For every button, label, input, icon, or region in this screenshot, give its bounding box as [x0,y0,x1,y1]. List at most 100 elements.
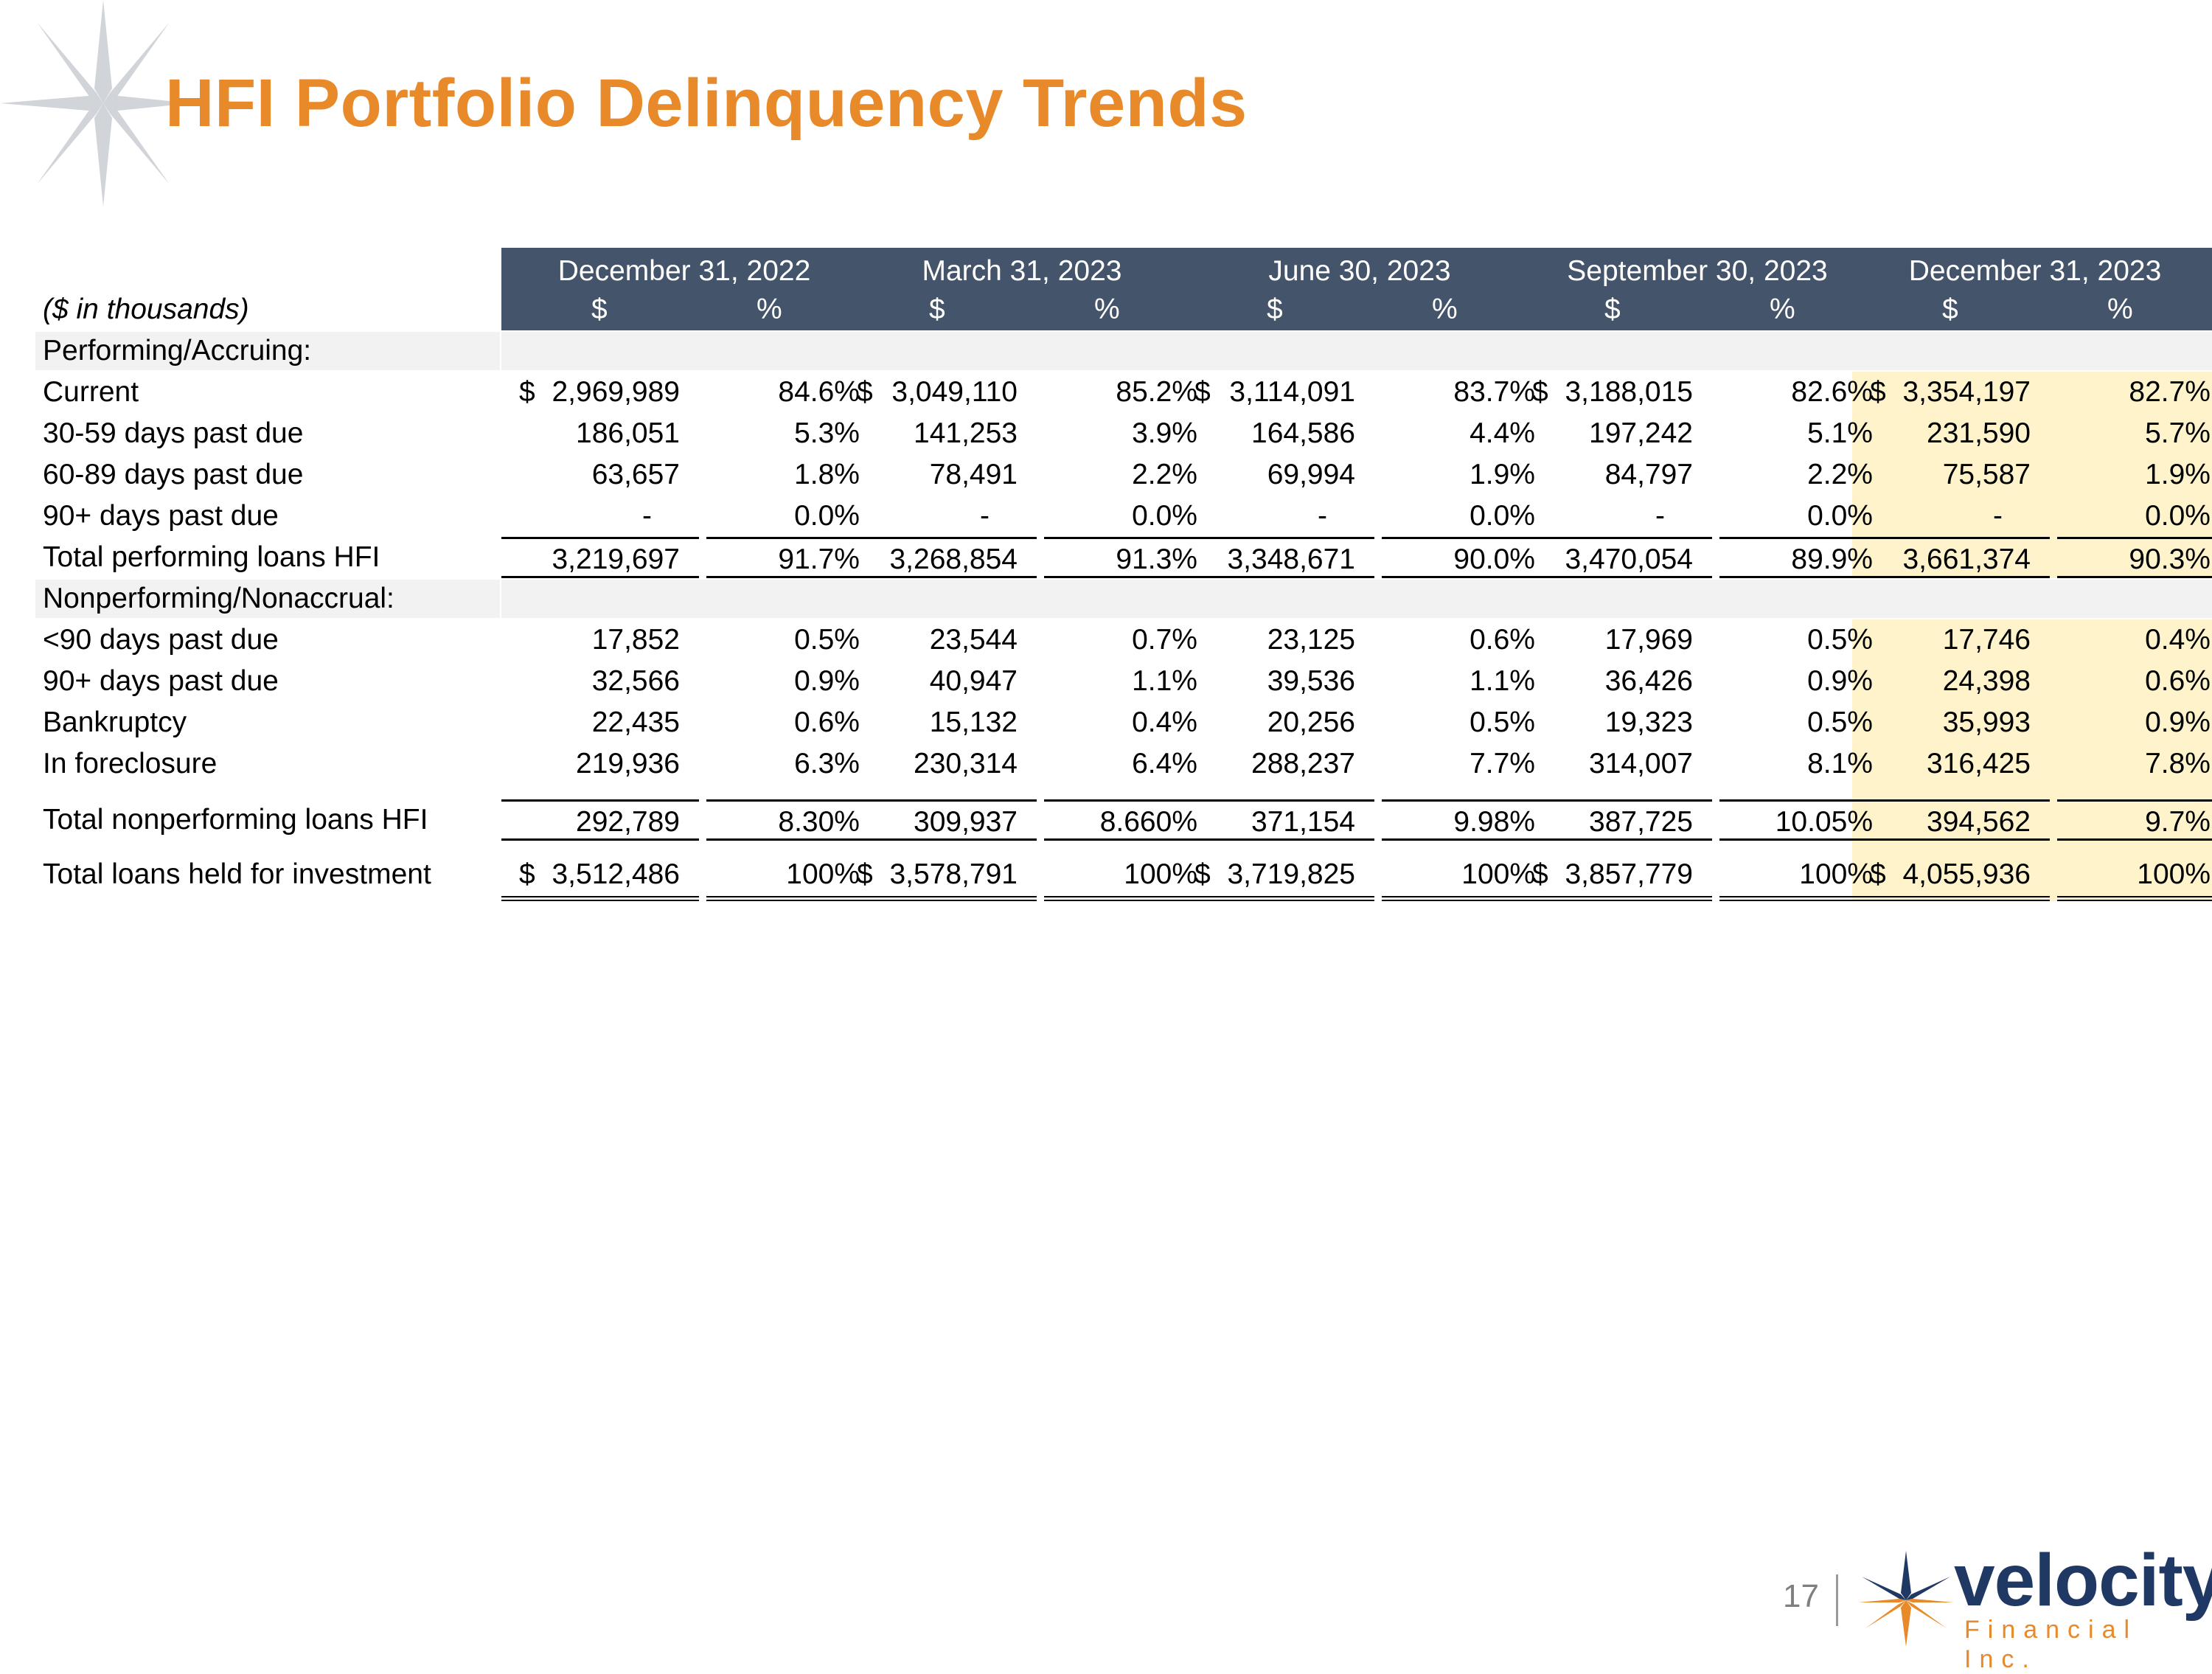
section-row: Nonperforming/Nonaccrual: [35,578,2212,619]
dollar-cell: $3,188,015 [1532,376,1693,408]
period-header: March 31, 2023 $ % [839,248,1205,330]
delinquency-table: ($ in thousands) December 31, 2022 $ % M… [35,248,2212,901]
period-date: December 31, 2022 [557,255,811,287]
dollar-cell: 17,852 [591,624,680,656]
dollar-cell: 231,590 [1927,417,2031,449]
table-row: 30-59 days past due 186,051 5.3% 141,253… [35,413,2212,454]
table-row: <90 days past due 17,852 0.5% 23,544 0.7… [35,619,2212,661]
percent-cell: 0.9% [794,665,860,697]
percent-cell: 0.4% [2145,624,2211,656]
percent-cell: 85.2% [1116,376,1197,408]
percent-cell: 100% [706,854,867,901]
row-label: 90+ days past due [43,500,279,532]
table-row: 90+ days past due - 0.0% - 0.0% - 0.0% -… [35,496,2212,537]
row-label: Total loans held for investment [43,858,431,890]
percent-cell: 10.05% [1719,799,1880,841]
percent-subheader: % [1770,294,1795,325]
dollar-subheader: $ [929,294,945,325]
footer-divider [1836,1574,1838,1626]
logo-wordmark: velocity [1954,1539,2212,1622]
dollar-cell: 371,154 [1177,799,1374,841]
percent-cell: 8.660% [1044,799,1205,841]
percent-cell: 9.7% [2057,799,2212,841]
dollar-cell: 141,253 [914,417,1018,449]
percent-cell: 8.1% [1807,748,1873,779]
percent-cell: 0.0% [1132,500,1197,532]
page-number: 17 [1783,1578,1819,1614]
table-row: 90+ days past due 32,566 0.9% 40,947 1.1… [35,661,2212,702]
table-row: In foreclosure 219,936 6.3% 230,314 6.4%… [35,743,2212,785]
period-date: June 30, 2023 [1268,255,1451,287]
percent-cell: 1.8% [794,459,860,490]
table-row: Bankruptcy 22,435 0.6% 15,132 0.4% 20,25… [35,702,2212,743]
dollar-cell: 288,237 [1251,748,1355,779]
dollar-cell: - [1655,500,1665,532]
dollar-cell: $4,055,936 [1852,854,2050,901]
dollar-subheader: $ [1604,294,1621,325]
dollar-cell: $3,578,791 [839,854,1037,901]
dollar-cell: 24,398 [1942,665,2031,697]
dollar-cell: 3,219,697 [501,537,699,578]
row-label: Total performing loans HFI [43,541,380,573]
row-label: In foreclosure [43,748,218,779]
dollar-cell: 63,657 [591,459,680,490]
period-date: March 31, 2023 [922,255,1122,287]
logo-subtitle: Financial Inc. [1964,1616,2138,1673]
section-label: Performing/Accruing: [43,335,312,367]
dollar-cell: $3,049,110 [857,376,1018,408]
percent-cell: 84.6% [778,376,860,408]
period-date: December 31, 2023 [1908,255,2162,287]
row-label: 30-59 days past due [43,417,304,449]
dollar-cell: 15,132 [929,706,1018,738]
dollar-cell: 309,937 [839,799,1037,841]
dollar-cell: 3,268,854 [839,537,1037,578]
percent-subheader: % [1094,294,1120,325]
dollar-cell: 3,470,054 [1514,537,1712,578]
percent-cell: 0.6% [794,706,860,738]
percent-cell: 1.1% [1470,665,1535,697]
dollar-cell: 17,969 [1604,624,1693,656]
dollar-cell: - [1993,500,2003,532]
percent-cell: 83.7% [1453,376,1535,408]
percent-cell: 82.7% [2129,376,2211,408]
percent-cell: 100% [2057,854,2212,901]
dollar-cell: - [980,500,990,532]
dollar-subheader: $ [1942,294,1958,325]
percent-cell: 7.7% [1470,748,1535,779]
percent-subheader: % [2107,294,2133,325]
dollar-cell: 78,491 [929,459,1018,490]
percent-cell: 5.7% [2145,417,2211,449]
period-header: June 30, 2023 $ % [1177,248,1543,330]
dollar-cell: 20,256 [1267,706,1355,738]
dollar-subheader: $ [1267,294,1283,325]
row-label: Bankruptcy [43,706,187,738]
dollar-cell: 39,536 [1267,665,1355,697]
dollar-cell: 17,746 [1942,624,2031,656]
dollar-cell: 3,661,374 [1852,537,2050,578]
percent-cell: 89.9% [1719,537,1880,578]
velocity-logo-star-icon [1858,1551,1954,1647]
dollar-cell: 84,797 [1604,459,1693,490]
percent-cell: 100% [1719,854,1880,901]
dollar-cell: - [642,500,652,532]
percent-cell: 7.8% [2145,748,2211,779]
percent-cell: 82.6% [1791,376,1873,408]
percent-cell: 1.9% [1470,459,1535,490]
dollar-cell: 22,435 [591,706,680,738]
percent-cell: 0.6% [1470,624,1535,656]
percent-cell: 100% [1382,854,1543,901]
percent-cell: 1.9% [2145,459,2211,490]
percent-cell: 6.4% [1132,748,1197,779]
percent-cell: 1.1% [1132,665,1197,697]
percent-cell: 5.1% [1807,417,1873,449]
percent-cell: 0.0% [1807,500,1873,532]
dollar-cell: 219,936 [576,748,680,779]
period-date: September 30, 2023 [1567,255,1828,287]
period-header: December 31, 2023 $ % [1852,248,2212,330]
section-row: Performing/Accruing: [35,330,2212,372]
dollar-cell: 75,587 [1942,459,2031,490]
percent-cell: 6.3% [794,748,860,779]
dollar-cell: 35,993 [1942,706,2031,738]
percent-cell: 0.5% [1807,624,1873,656]
percent-cell: 9.98% [1382,799,1543,841]
